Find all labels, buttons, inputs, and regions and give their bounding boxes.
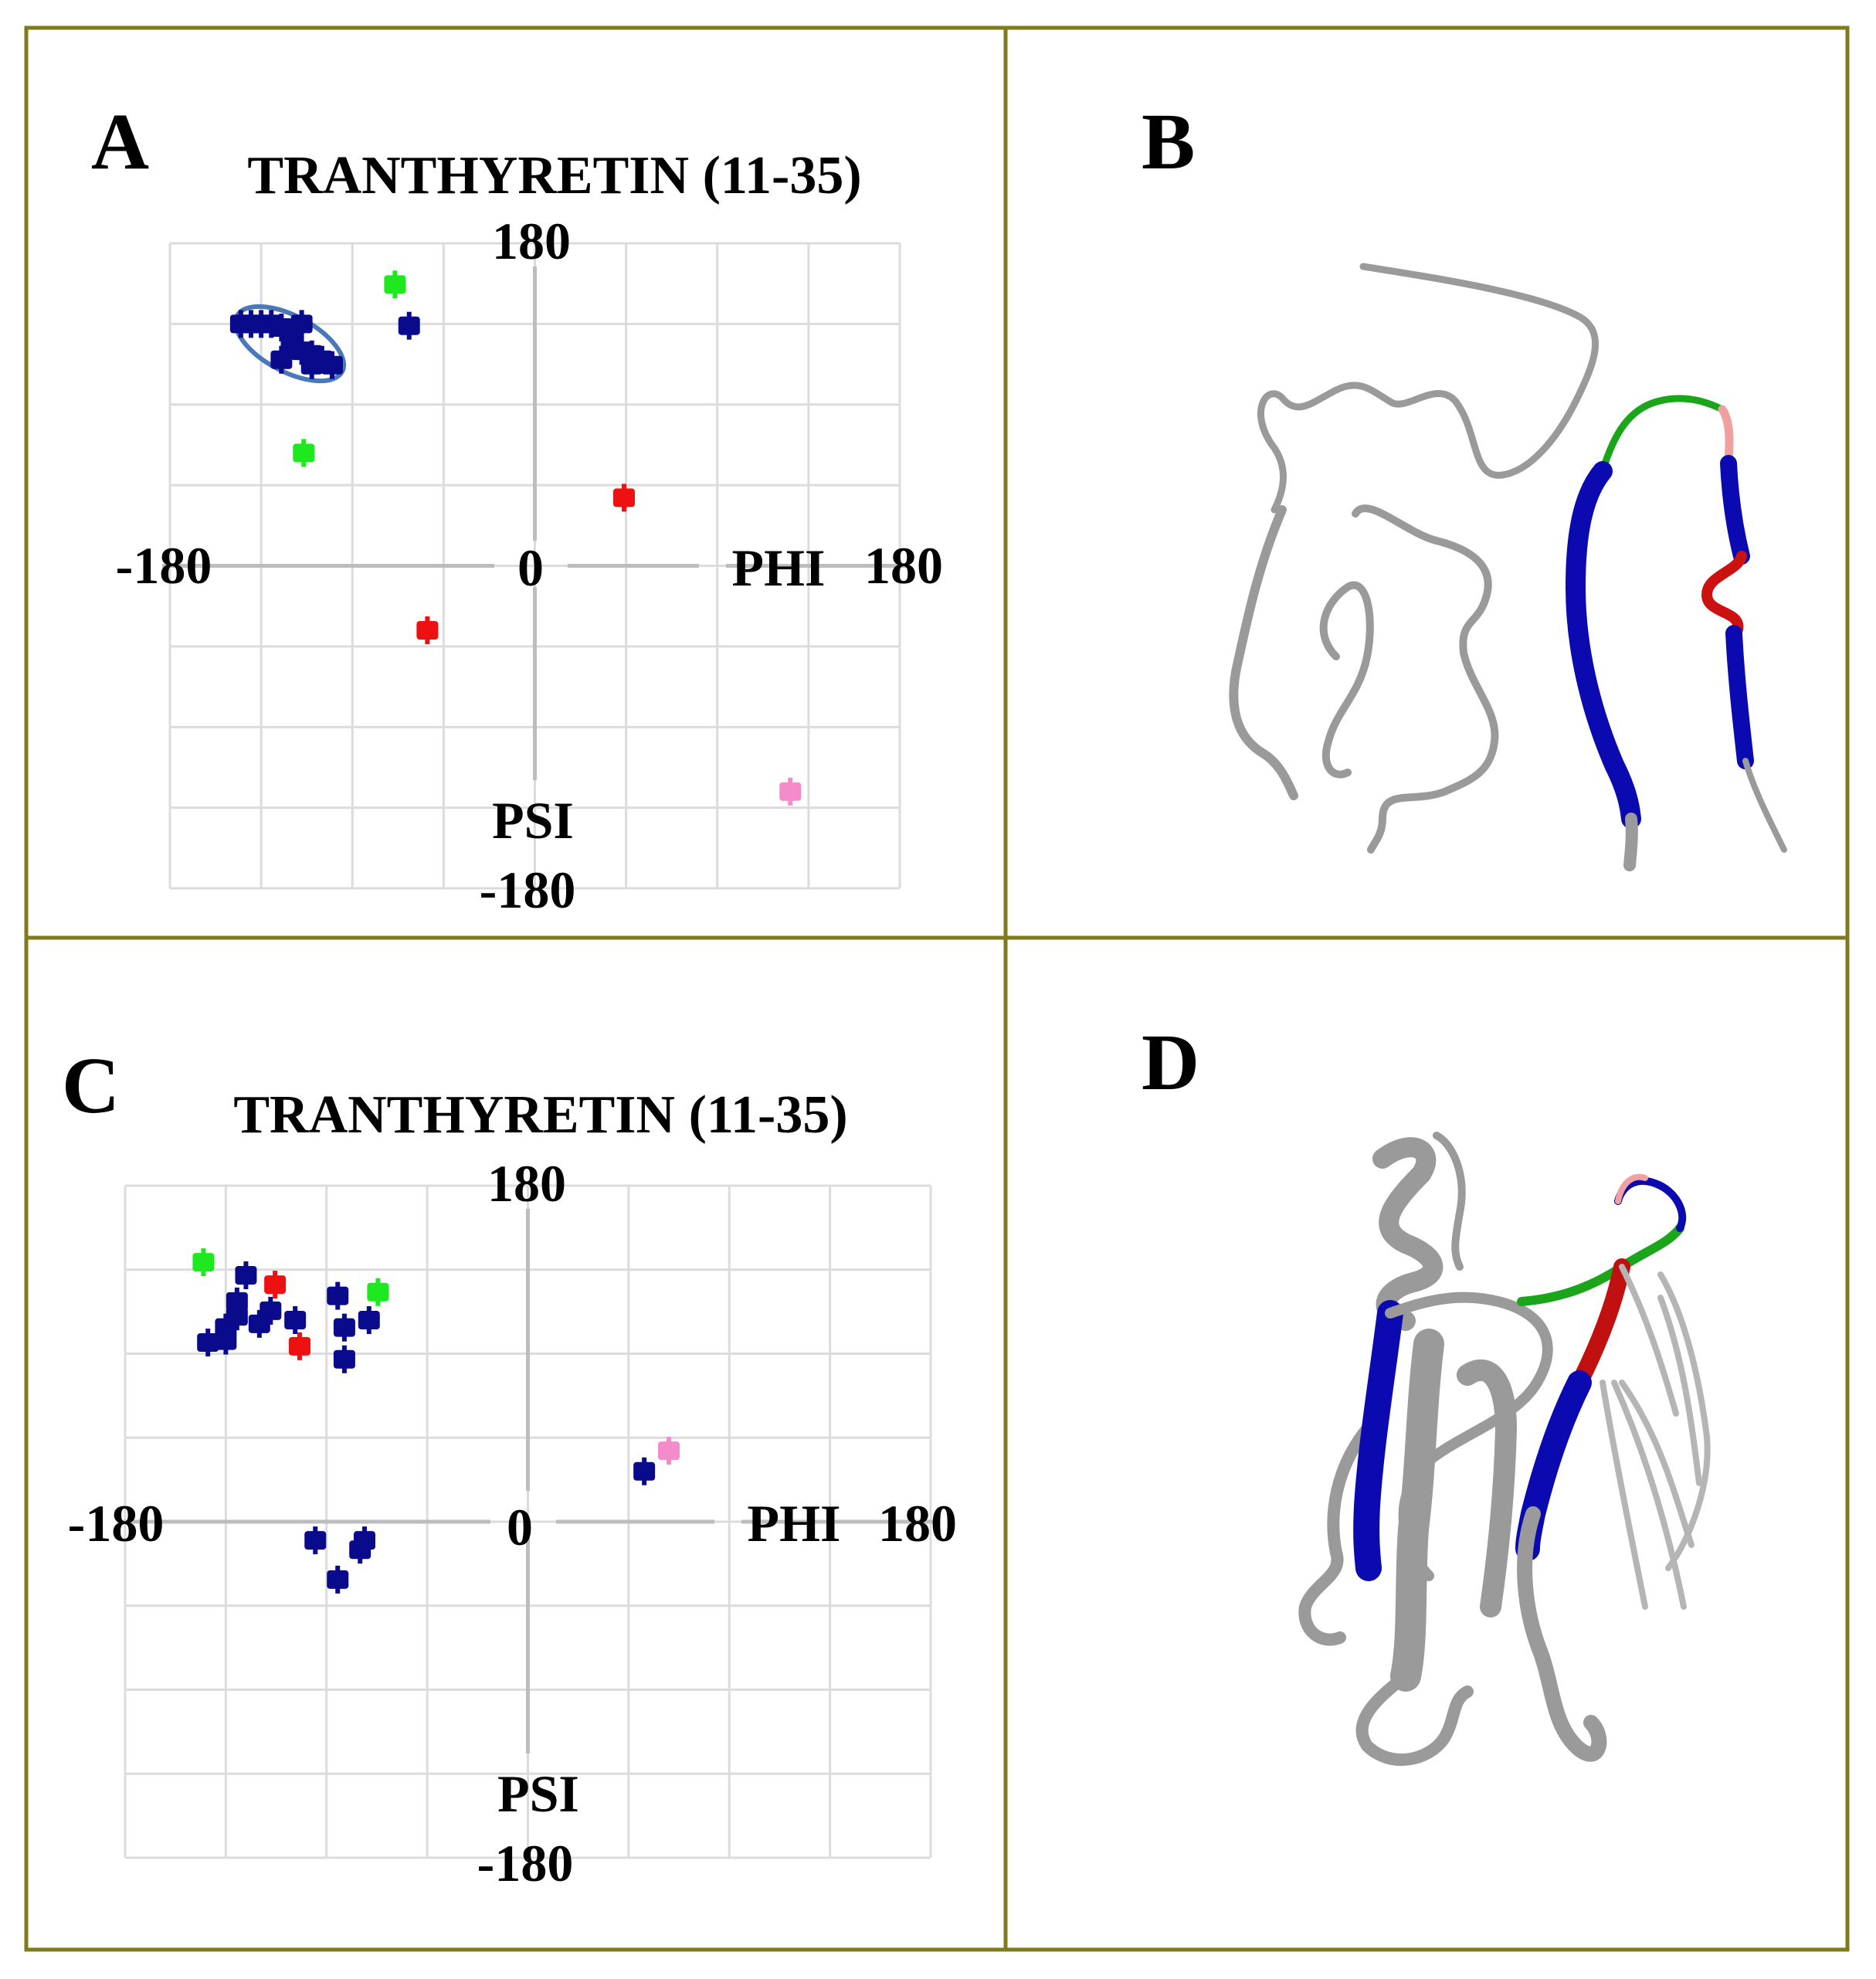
- plot-c-x-left-tick: -180: [68, 1494, 165, 1553]
- ribbon-d-gray-helix-top: [1372, 1137, 1443, 1331]
- plot-a-title: TRANTHYRETIN (11-35): [247, 146, 861, 205]
- ribbon-b-red-turn: [1701, 551, 1747, 635]
- ribbon-b-gray-tail-right: [1742, 758, 1787, 853]
- plot-c-title: TRANTHYRETIN (11-35): [233, 1085, 847, 1145]
- ribbon-d-gray-loop-bottom: [1355, 1670, 1474, 1767]
- plot-a-point-red: [613, 484, 635, 512]
- plot-c-axes: [117, 1209, 938, 1753]
- plot-c-point-blue: [633, 1457, 656, 1485]
- plot-c-point-blue: [235, 1261, 257, 1289]
- plot-c-x-label: PHI: [748, 1494, 841, 1553]
- plot-c-point-red: [264, 1271, 287, 1299]
- ribbon-d-gray-sheet-left: [1390, 1329, 1444, 1692]
- plot-a-origin-tick: 0: [517, 538, 544, 597]
- plot-c-point-blue: [197, 1329, 219, 1356]
- ribbon-d-pink-loop-top: [1615, 1173, 1648, 1204]
- ribbon-b-gray-loop-right: [1352, 504, 1499, 854]
- panel-letter-d: D: [1142, 1018, 1199, 1107]
- ribbon-d-green-loop: [1517, 1224, 1684, 1306]
- plot-a-point-blue: [270, 345, 293, 374]
- plot-c-point-green: [367, 1278, 389, 1306]
- ribbon-b-gray-loop-left: [1229, 505, 1298, 800]
- plot-a-y-top-tick: 180: [492, 212, 571, 270]
- plot-c-points: [192, 1248, 680, 1594]
- plot-c-point-pink: [658, 1437, 680, 1465]
- ribbon-d-blue-loop-top: [1614, 1177, 1687, 1232]
- plot-a-x-label: PHI: [732, 538, 826, 597]
- plot-c-y-bottom-tick: -180: [477, 1834, 574, 1892]
- plot-c-point-blue: [226, 1287, 248, 1315]
- plot-c-y-top-tick: 180: [487, 1154, 566, 1213]
- plot-c-point-green: [192, 1248, 215, 1277]
- panel-frame: [24, 25, 1850, 1952]
- plot-c-point-blue: [304, 1526, 327, 1555]
- ramachandran-plot-a: TRANTHYRETIN (11-35) 180 -180 0 PHI 180 …: [116, 146, 943, 919]
- plot-a-y-label: PSI: [492, 791, 574, 850]
- plot-a-y-bottom-tick: -180: [480, 861, 576, 919]
- plot-c-point-blue: [358, 1306, 380, 1334]
- outer-border: [24, 25, 1850, 1952]
- panel-letter-c: C: [62, 1041, 120, 1130]
- plot-c-point-blue: [333, 1313, 355, 1342]
- plot-c-point-blue: [349, 1536, 371, 1564]
- plot-a-axes: [162, 266, 907, 780]
- plot-a-point-blue: [321, 351, 343, 379]
- panel-letter-b: B: [1142, 97, 1195, 186]
- plot-a-point-green: [384, 270, 406, 299]
- plot-a-point-blue: [398, 311, 420, 340]
- plot-a-x-right-tick: 180: [864, 536, 943, 595]
- plot-c-point-blue: [248, 1309, 270, 1338]
- plot-c-point-blue: [327, 1565, 349, 1594]
- ribbon-d-gray-loop-top-right: [1433, 1132, 1466, 1271]
- plot-a-point-blue: [290, 310, 313, 338]
- plot-a-point-pink: [779, 777, 802, 806]
- ribbon-d-blue-left: [1353, 1300, 1403, 1581]
- ribbon-d-gray-sheet-mid: [1457, 1360, 1517, 1617]
- plot-c-point-blue: [333, 1345, 355, 1373]
- plot-c-origin-tick: 0: [507, 1498, 533, 1556]
- ribbon-b-blue-strand-left: [1566, 461, 1641, 829]
- plot-a-point-red: [416, 616, 439, 644]
- plot-c-point-red: [288, 1332, 310, 1360]
- ribbon-d-gray-sheet-right-1: [1517, 1506, 1607, 1762]
- ribbon-d-gray-strands-fan: [1600, 1264, 1702, 1610]
- ribbon-b-blue-strand-right-bottom: [1725, 625, 1754, 769]
- ribbon-d-gray-crossover: [1385, 1292, 1553, 1581]
- plot-a-x-left-tick: -180: [116, 536, 212, 595]
- ramachandran-plot-c: TRANTHYRETIN (11-35) 180 -180 0 PHI 180 …: [68, 1085, 957, 1892]
- plot-a-point-blue: [300, 351, 323, 379]
- plot-c-point-blue: [215, 1326, 237, 1355]
- ribbon-b-gray-strand: [1257, 263, 1600, 514]
- plot-c-point-blue: [284, 1306, 307, 1334]
- plot-a-point-green: [293, 439, 315, 467]
- ribbon-b-gray-inner: [1319, 581, 1374, 779]
- ribbon-d-gray-loop-left: [1298, 1423, 1373, 1646]
- ribbon-d-red-strand: [1571, 1258, 1630, 1391]
- plot-c-x-right-tick: 180: [878, 1494, 957, 1553]
- protein-ribbon-b: [1229, 263, 1787, 871]
- protein-ribbon-d: [1298, 1132, 1711, 1767]
- plot-c-y-label: PSI: [497, 1764, 579, 1823]
- plot-a-points: [229, 270, 802, 806]
- ribbon-b-blue-strand-right-top: [1720, 455, 1750, 565]
- ribbon-d-gray-tail-right: [1657, 1271, 1711, 1571]
- panel-letter-a: A: [91, 97, 149, 186]
- ribbon-b-pink-segment: [1718, 405, 1734, 464]
- ribbon-b-green-loop: [1599, 395, 1726, 475]
- ribbon-b-gray-tail-left: [1623, 813, 1638, 871]
- plot-a-point-blue: [270, 314, 293, 342]
- plot-c-point-blue: [327, 1281, 349, 1310]
